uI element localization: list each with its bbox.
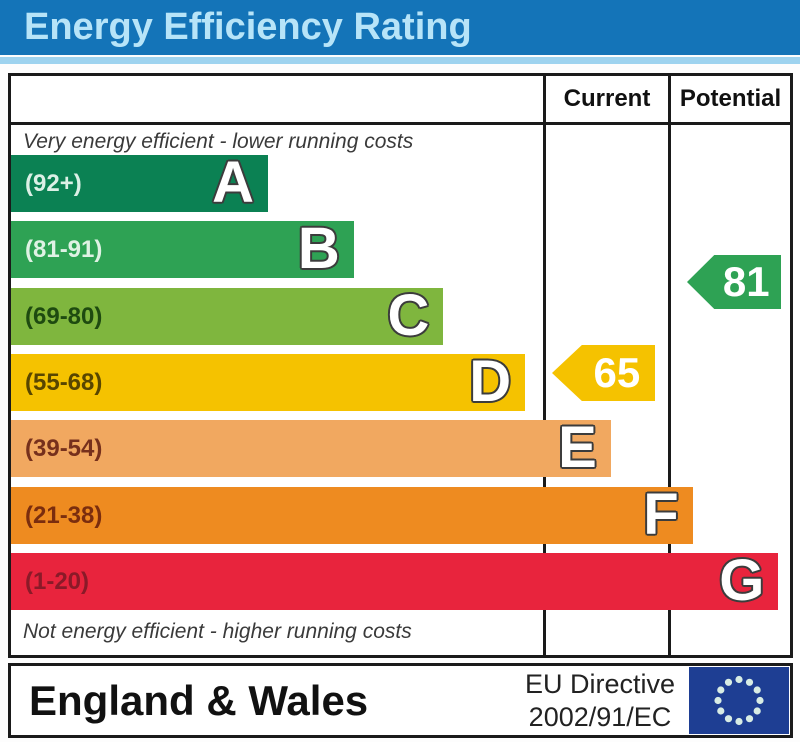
- band-f: (21-38) F: [11, 481, 693, 547]
- eu-directive-line2: 2002/91/EC: [528, 701, 672, 732]
- title-bar: Energy Efficiency Rating: [0, 0, 800, 55]
- band-e: (39-54) E: [11, 414, 611, 480]
- band-c: (69-80) C: [11, 282, 444, 348]
- band-f-letter: F: [643, 481, 679, 547]
- column-header-potential: Potential: [679, 85, 782, 112]
- header-separator: [11, 122, 790, 125]
- band-g: (1-20) G: [11, 547, 779, 613]
- column-divider-potential: [668, 76, 671, 655]
- column-header-current: Current: [563, 85, 651, 112]
- band-d: (55-68) D: [11, 348, 526, 414]
- band-a-letter: A: [212, 149, 255, 215]
- potential-rating-arrow: 81: [687, 255, 781, 309]
- band-d-letter: D: [469, 348, 512, 414]
- page-title: Energy Efficiency Rating: [24, 6, 472, 48]
- region-label: England & Wales: [29, 676, 369, 724]
- band-b: (81-91) B: [11, 215, 354, 281]
- eu-flag-icon: [689, 667, 789, 734]
- band-e-letter: E: [558, 414, 597, 480]
- caption-very-efficient: Very energy efficient - lower running co…: [23, 130, 414, 153]
- title-bar-accent-strip: [0, 57, 800, 64]
- band-b-range: (81-91): [25, 235, 103, 263]
- potential-rating-value: 81: [722, 258, 770, 305]
- current-rating-arrow: 65: [552, 345, 655, 401]
- eu-directive-line1: EU Directive: [524, 669, 675, 700]
- band-g-range: (1-20): [25, 567, 90, 595]
- eu-directive-label: EU Directive 2002/91/EC: [525, 666, 675, 735]
- energy-rating-chart: Current Potential Very energy efficient …: [8, 73, 793, 658]
- column-divider-current: [543, 76, 546, 655]
- band-d-range: (55-68): [25, 368, 103, 396]
- band-g-letter: G: [719, 547, 765, 613]
- band-a: (92+) A: [11, 149, 269, 215]
- band-c-letter: C: [387, 282, 430, 348]
- band-c-range: (69-80): [25, 302, 103, 330]
- band-b-letter: B: [297, 215, 340, 281]
- current-rating-value: 65: [593, 349, 641, 396]
- band-f-range: (21-38): [25, 501, 103, 529]
- band-a-range: (92+): [25, 169, 82, 197]
- caption-not-efficient: Not energy efficient - higher running co…: [23, 620, 412, 643]
- footer-bar: England & Wales EU Directive 2002/91/EC: [8, 663, 793, 738]
- band-e-range: (39-54): [25, 434, 103, 462]
